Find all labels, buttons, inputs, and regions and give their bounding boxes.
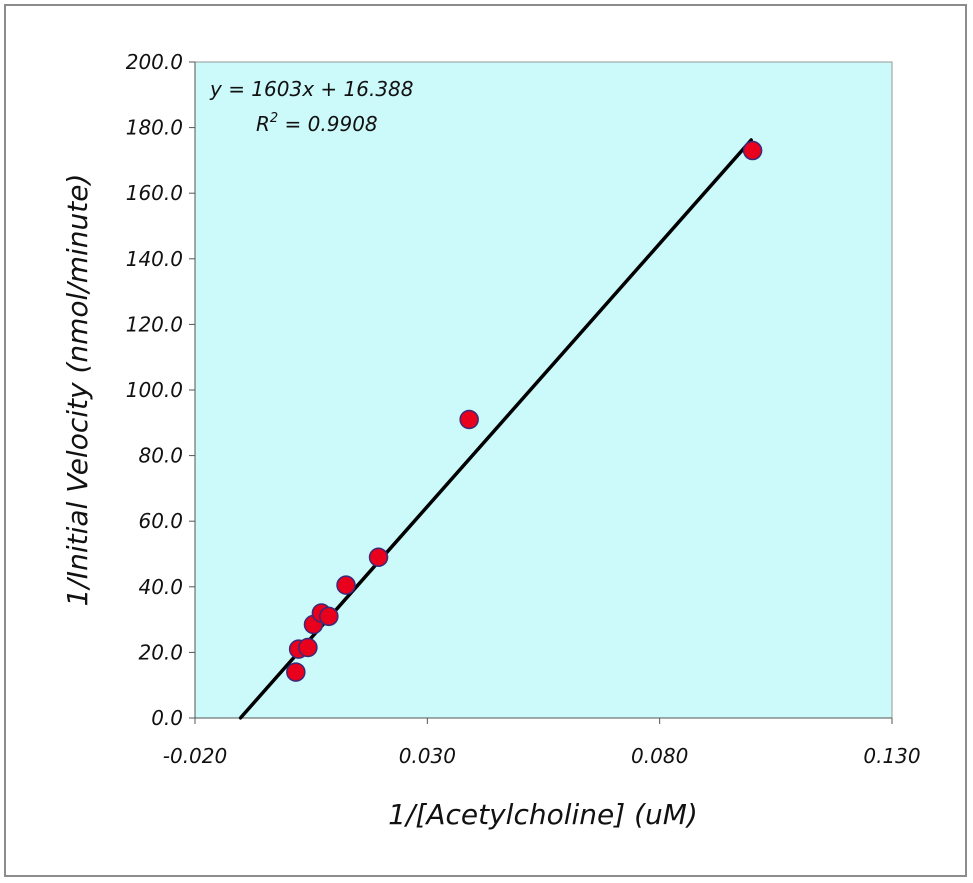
trendline-equation: y = 1603x + 16.388: [209, 77, 414, 101]
plot-area: [194, 61, 893, 719]
y-tick-label: 0.0: [151, 706, 183, 730]
data-point: [336, 575, 356, 595]
x-tick-label: 0.080: [631, 744, 688, 768]
y-tick-label: 200.0: [126, 50, 183, 74]
x-tick-label: 0.030: [399, 744, 456, 768]
data-point: [742, 140, 763, 161]
axis-ticks: 0.0 20.0 40.0 60.0 80.0 100.0 120.0 140.0 160.0 1…: [126, 50, 921, 768]
r-squared-label: R2 = 0.9908: [256, 111, 378, 136]
y-tick-label: 40.0: [138, 575, 183, 599]
y-tick-label: 100.0: [126, 378, 183, 402]
x-tick-label: -0.020: [163, 744, 227, 768]
data-point: [286, 662, 306, 682]
data-point: [459, 409, 479, 430]
y-axis-title: 1/Initial Velocity (nmol/minute): [61, 174, 94, 607]
data-point: [319, 606, 339, 627]
r-squared-prefix: R: [256, 112, 270, 136]
y-tick-label: 140.0: [126, 247, 183, 271]
y-tick-label: 20.0: [138, 640, 183, 664]
x-tick-label: 0.130: [863, 744, 920, 768]
y-tick-label: 80.0: [138, 444, 183, 468]
y-tick-label: 160.0: [126, 181, 183, 205]
y-tick-label: 180.0: [126, 116, 183, 140]
y-tick-label: 60.0: [138, 509, 183, 533]
data-point: [298, 637, 318, 658]
data-points: [286, 140, 763, 682]
r-squared-superscript: 2: [270, 111, 278, 126]
x-axis-title: 1/[Acetylcholine] (uM): [388, 798, 698, 831]
r-squared-value: = 0.9908: [278, 112, 377, 136]
y-tick-label: 120.0: [126, 312, 183, 336]
data-point: [368, 547, 389, 568]
